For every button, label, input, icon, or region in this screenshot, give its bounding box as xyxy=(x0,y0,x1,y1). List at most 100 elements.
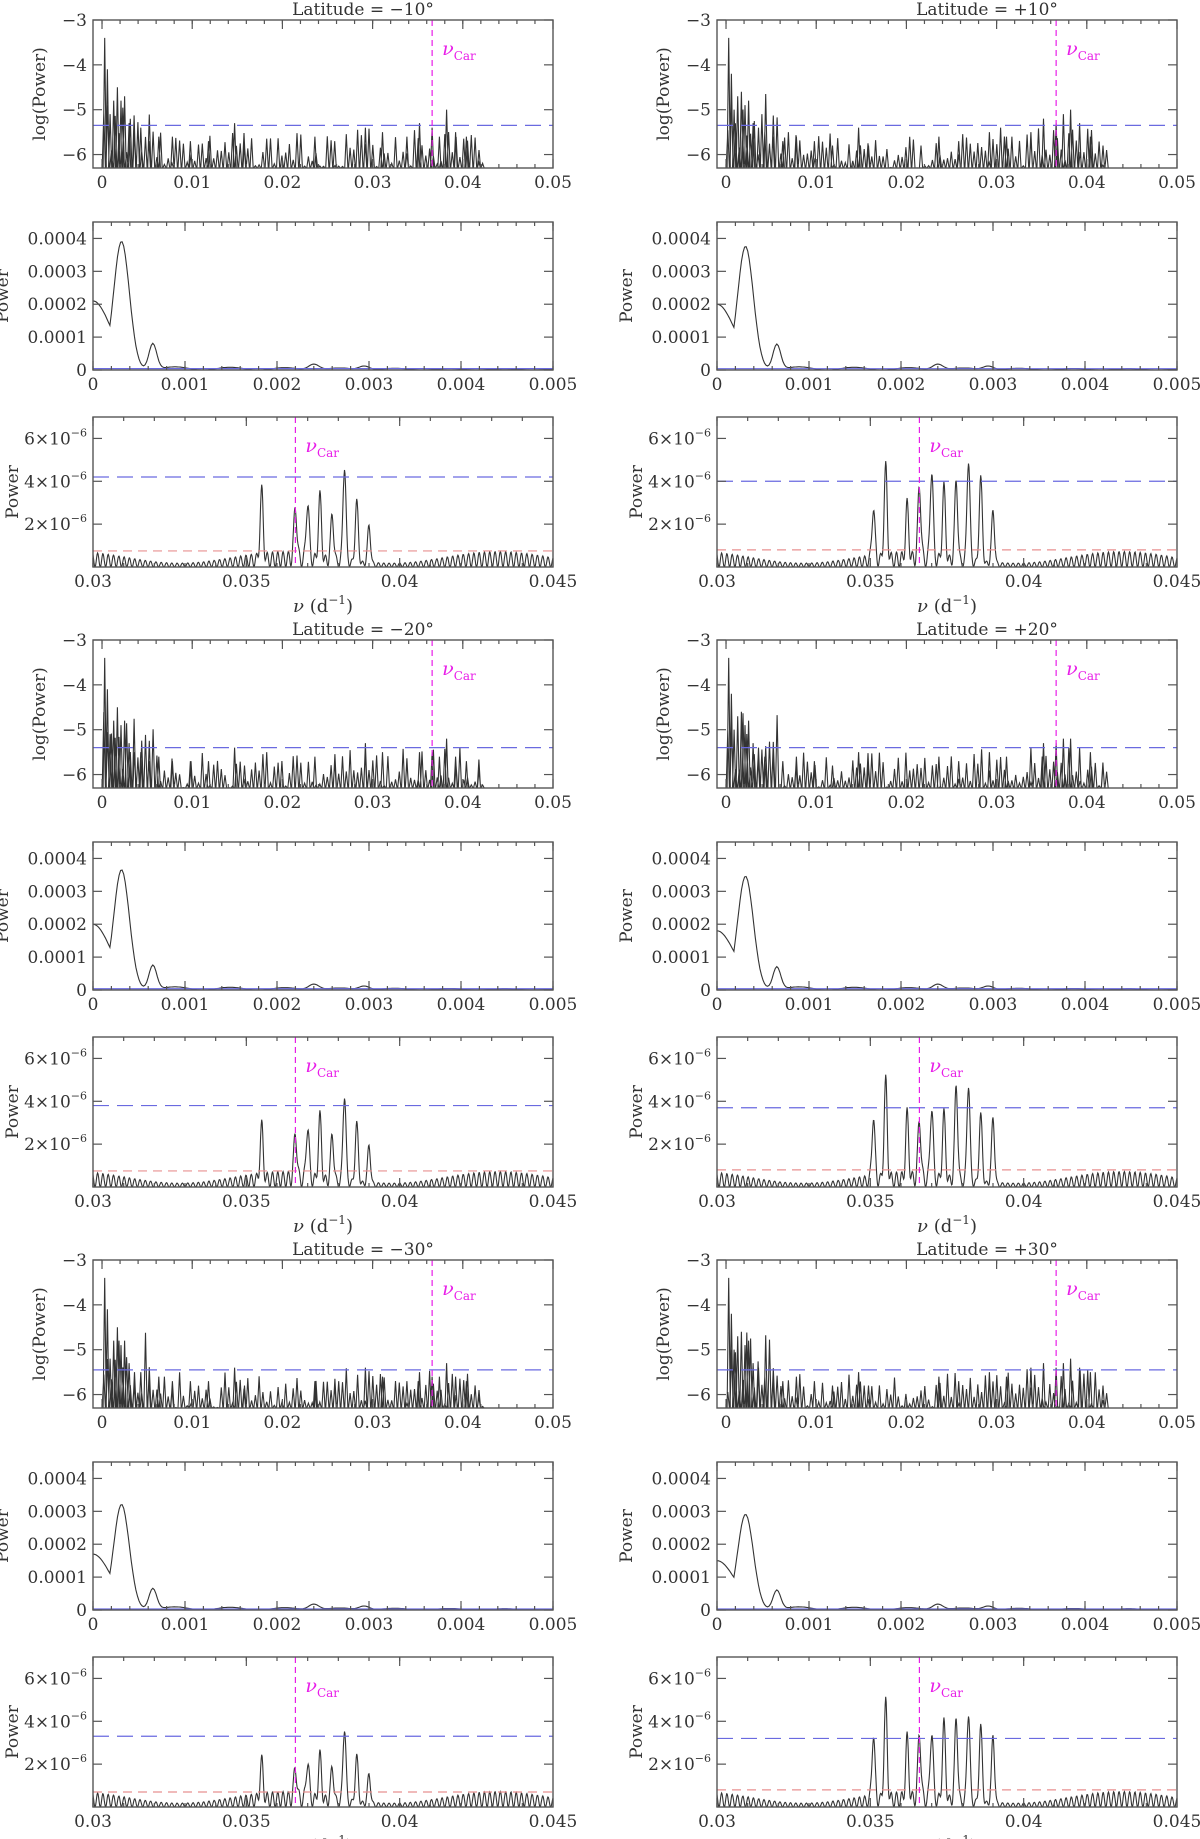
y-tick-label: 2×10−6 xyxy=(648,1752,711,1775)
power-curve xyxy=(717,1513,1177,1610)
y-tick-label: −6 xyxy=(62,146,87,166)
axes-frame xyxy=(716,1461,1178,1611)
x-tick-label: 0.04 xyxy=(381,1812,419,1832)
y-tick-label: −6 xyxy=(686,1386,711,1406)
axes-frame xyxy=(716,1259,1178,1409)
plot-area xyxy=(717,875,1177,990)
chart-panel-14: Latitude = +30° νCar 0 0.01 0.02 0.03 0.04 0.05… xyxy=(654,1240,1196,1433)
chart-panel-2: Latitude = +10° νCar 0 0.01 0.02 0.03 0.04 0.05… xyxy=(654,0,1196,193)
x-tick-label: 0.03 xyxy=(698,1192,736,1212)
x-tick-label: 0.005 xyxy=(529,995,578,1015)
nu-car-label: νCar xyxy=(929,1055,963,1080)
x-tick-label: 0 xyxy=(97,1413,108,1433)
chart-panel-16: 0 0.001 0.002 0.003 0.004 0.005 0 0.0001 0.0002 0… xyxy=(617,1461,1200,1635)
x-tick-label: 0 xyxy=(88,995,99,1015)
plot-area xyxy=(93,469,553,567)
y-tick-label: 6×10−6 xyxy=(24,1666,87,1689)
y-tick-label: 6×10−6 xyxy=(648,1666,711,1689)
panel-title: Latitude = +30° xyxy=(916,1240,1058,1260)
x-tick-label: 0 xyxy=(97,793,108,813)
y-tick-label: −5 xyxy=(62,101,87,121)
x-tick-label: 0.04 xyxy=(1005,1192,1043,1212)
plot-area xyxy=(93,869,553,990)
power-curve xyxy=(93,1504,553,1610)
x-tick-label: 0.005 xyxy=(1153,1615,1200,1635)
axes-frame xyxy=(716,1036,1178,1188)
y-axis-label: Power xyxy=(627,464,647,519)
x-tick-label: 0 xyxy=(721,793,732,813)
nu-car-label: νCar xyxy=(1066,38,1100,63)
y-tick-label: 0.0004 xyxy=(28,849,87,869)
x-tick-label: 0 xyxy=(721,1413,732,1433)
x-tick-label: 0.004 xyxy=(437,375,486,395)
x-tick-label: 0.002 xyxy=(877,1615,926,1635)
x-tick-label: 0.05 xyxy=(534,1413,572,1433)
y-tick-label: 0.0004 xyxy=(652,229,711,249)
x-tick-label: 0.02 xyxy=(887,793,925,813)
y-tick-label: 2×10−6 xyxy=(24,1752,87,1775)
power-zoom-curve xyxy=(93,469,553,567)
y-tick-label: 6×10−6 xyxy=(648,1046,711,1069)
y-tick-label: 4×10−6 xyxy=(24,1709,87,1732)
x-tick-label: 0.003 xyxy=(969,995,1018,1015)
axes-frame xyxy=(716,841,1178,991)
chart-panel-7: Latitude = −20° νCar 0 0.01 0.02 0.03 0.04 0.05… xyxy=(30,620,572,813)
nu-car-label: νCar xyxy=(442,1278,476,1303)
plot-area xyxy=(717,1513,1177,1610)
y-axis-label: Power xyxy=(0,268,13,323)
y-tick-label: 6×10−6 xyxy=(24,1046,87,1069)
x-tick-label: 0.003 xyxy=(345,995,394,1015)
plot-area xyxy=(717,1696,1177,1807)
x-tick-label: 0.01 xyxy=(797,793,835,813)
x-tick-label: 0.001 xyxy=(785,1615,834,1635)
y-axis-label: Power xyxy=(3,1704,23,1759)
x-tick-label: 0.035 xyxy=(222,1192,271,1212)
x-tick-label: 0.05 xyxy=(534,173,572,193)
x-tick-label: 0.05 xyxy=(534,793,572,813)
x-tick-label: 0.02 xyxy=(263,793,301,813)
x-tick-label: 0 xyxy=(88,375,99,395)
x-tick-label: 0.004 xyxy=(1061,1615,1110,1635)
y-tick-label: 0.0002 xyxy=(652,915,711,935)
y-tick-label: −3 xyxy=(62,11,87,31)
y-axis-label: log(Power) xyxy=(654,667,674,761)
x-tick-label: 0.04 xyxy=(1068,173,1106,193)
y-tick-label: −6 xyxy=(62,1386,87,1406)
y-tick-label: 0.0003 xyxy=(652,262,711,282)
y-axis-label: Power xyxy=(627,1084,647,1139)
x-tick-label: 0.002 xyxy=(253,995,302,1015)
log-power-curve xyxy=(717,657,1109,788)
x-tick-label: 0.001 xyxy=(785,375,834,395)
axes-frame xyxy=(92,221,554,371)
power-curve xyxy=(93,869,553,990)
y-tick-label: 0.0001 xyxy=(28,328,87,348)
plot-area xyxy=(717,37,1109,168)
x-tick-label: 0.003 xyxy=(969,375,1018,395)
y-tick-label: 0.0001 xyxy=(28,948,87,968)
power-curve xyxy=(717,875,1177,990)
power-zoom-curve xyxy=(717,1696,1177,1807)
x-tick-label: 0.003 xyxy=(345,1615,394,1635)
nu-car-label: νCar xyxy=(1066,1278,1100,1303)
chart-panel-12: νCar 0.03 0.035 0.04 0.045 2×10−6 4×10−6 6×10−6… xyxy=(627,1036,1200,1237)
y-tick-label: 2×10−6 xyxy=(24,1132,87,1155)
x-tick-label: 0.04 xyxy=(1005,1812,1043,1832)
y-tick-label: 0.0002 xyxy=(28,295,87,315)
x-tick-label: 0 xyxy=(97,173,108,193)
y-tick-label: 0.0003 xyxy=(652,882,711,902)
x-tick-label: 0.005 xyxy=(1153,995,1200,1015)
y-tick-label: −5 xyxy=(62,1341,87,1361)
power-curve xyxy=(717,246,1177,370)
y-tick-label: −4 xyxy=(686,676,711,696)
chart-panel-8: Latitude = +20° νCar 0 0.01 0.02 0.03 0.04 0.05… xyxy=(654,620,1196,813)
y-axis-label: Power xyxy=(0,888,13,943)
x-tick-label: 0.035 xyxy=(846,572,895,592)
x-tick-label: 0.02 xyxy=(263,173,301,193)
x-tick-label: 0.05 xyxy=(1158,173,1196,193)
y-axis-label: log(Power) xyxy=(654,1287,674,1381)
y-axis-label: log(Power) xyxy=(30,667,50,761)
plot-area xyxy=(93,657,485,788)
x-tick-label: 0.02 xyxy=(263,1413,301,1433)
x-tick-label: 0.002 xyxy=(253,375,302,395)
chart-panel-6: νCar 0.03 0.035 0.04 0.045 2×10−6 4×10−6 6×10−6… xyxy=(627,416,1200,617)
